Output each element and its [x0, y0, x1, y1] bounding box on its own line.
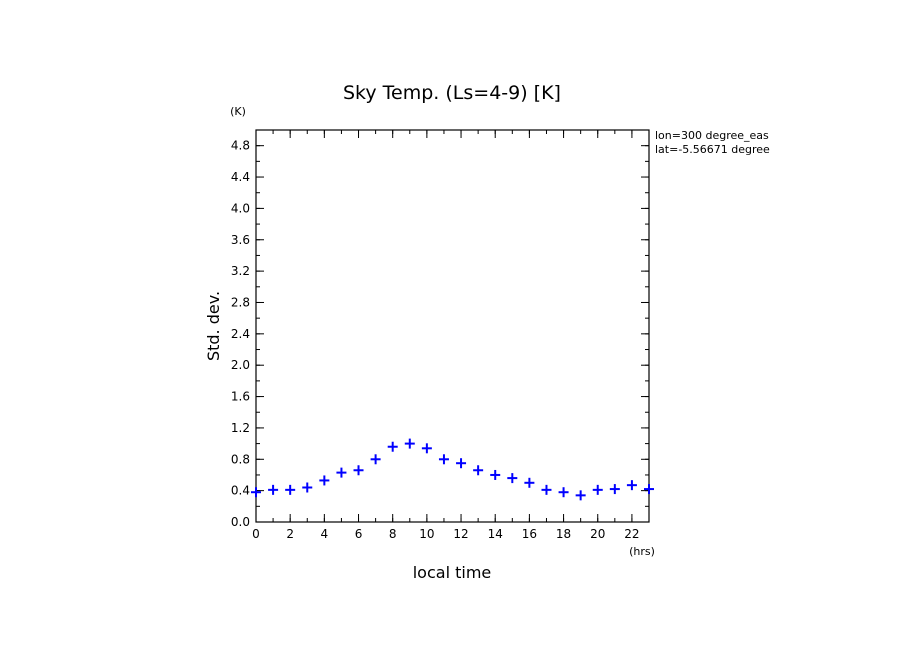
data-point	[353, 465, 364, 476]
data-point	[592, 484, 603, 495]
x-tick-label: 20	[590, 527, 605, 541]
x-tick-label: 12	[453, 527, 468, 541]
data-point	[370, 454, 381, 465]
y-tick-label: 0.4	[231, 484, 250, 498]
plot-frame	[255, 129, 650, 523]
y-axis-title: Std. dev.	[204, 291, 223, 361]
axes	[255, 129, 650, 523]
data-point	[438, 454, 449, 465]
data-point	[421, 443, 432, 454]
data-point	[387, 441, 398, 452]
data-point	[490, 469, 501, 480]
data-point	[558, 487, 569, 498]
ticks: 0 2 4 6 8 10 12 14 16 18 20 22 0.0 0.4 0.8 1.2 1.6 2.0 2.4…	[231, 129, 650, 541]
x-tick-label: 14	[488, 527, 503, 541]
data-point	[524, 477, 535, 488]
data-point	[268, 484, 279, 495]
data-point	[507, 473, 518, 484]
x-tick-label: 8	[389, 527, 397, 541]
y-tick-label: 4.8	[231, 139, 250, 153]
y-tick-label: 1.2	[231, 421, 250, 435]
annotation-lon: lon=300 degree_eas	[655, 129, 769, 142]
y-tick-label: 4.0	[231, 201, 250, 215]
x-unit-label: (hrs)	[629, 545, 655, 558]
x-tick-label: 2	[286, 527, 294, 541]
y-tick-label: 3.2	[231, 264, 250, 278]
chart-title: Sky Temp. (Ls=4-9) [K]	[343, 82, 561, 104]
data-point	[302, 482, 313, 493]
data-point	[285, 484, 296, 495]
x-tick-label: 4	[321, 527, 329, 541]
data-point	[319, 475, 330, 486]
data-point	[541, 484, 552, 495]
data-point	[404, 438, 415, 449]
x-tick-label: 6	[355, 527, 363, 541]
y-tick-label: 0.0	[231, 515, 250, 529]
data-point	[644, 484, 654, 495]
y-tick-label: 2.8	[231, 295, 250, 309]
data-points	[251, 438, 654, 501]
data-point	[609, 484, 620, 495]
x-tick-label: 10	[419, 527, 434, 541]
data-point	[626, 480, 637, 491]
y-tick-label: 0.8	[231, 452, 250, 466]
x-axis-title: local time	[413, 563, 492, 582]
x-tick-label: 0	[252, 527, 260, 541]
x-tick-label: 18	[556, 527, 571, 541]
data-point	[336, 467, 347, 478]
data-point	[251, 487, 261, 498]
y-tick-label: 1.6	[231, 390, 250, 404]
x-tick-label: 22	[624, 527, 639, 541]
data-point	[575, 490, 586, 501]
y-tick-label: 2.0	[231, 358, 250, 372]
y-tick-label: 2.4	[231, 327, 250, 341]
x-tick-label: 16	[522, 527, 537, 541]
annotation-lat: lat=-5.56671 degree	[655, 143, 770, 156]
y-unit-label: (K)	[230, 105, 246, 118]
data-point	[456, 458, 467, 469]
y-tick-label: 4.4	[231, 170, 250, 184]
y-tick-label: 3.6	[231, 233, 250, 247]
data-point	[473, 465, 484, 476]
